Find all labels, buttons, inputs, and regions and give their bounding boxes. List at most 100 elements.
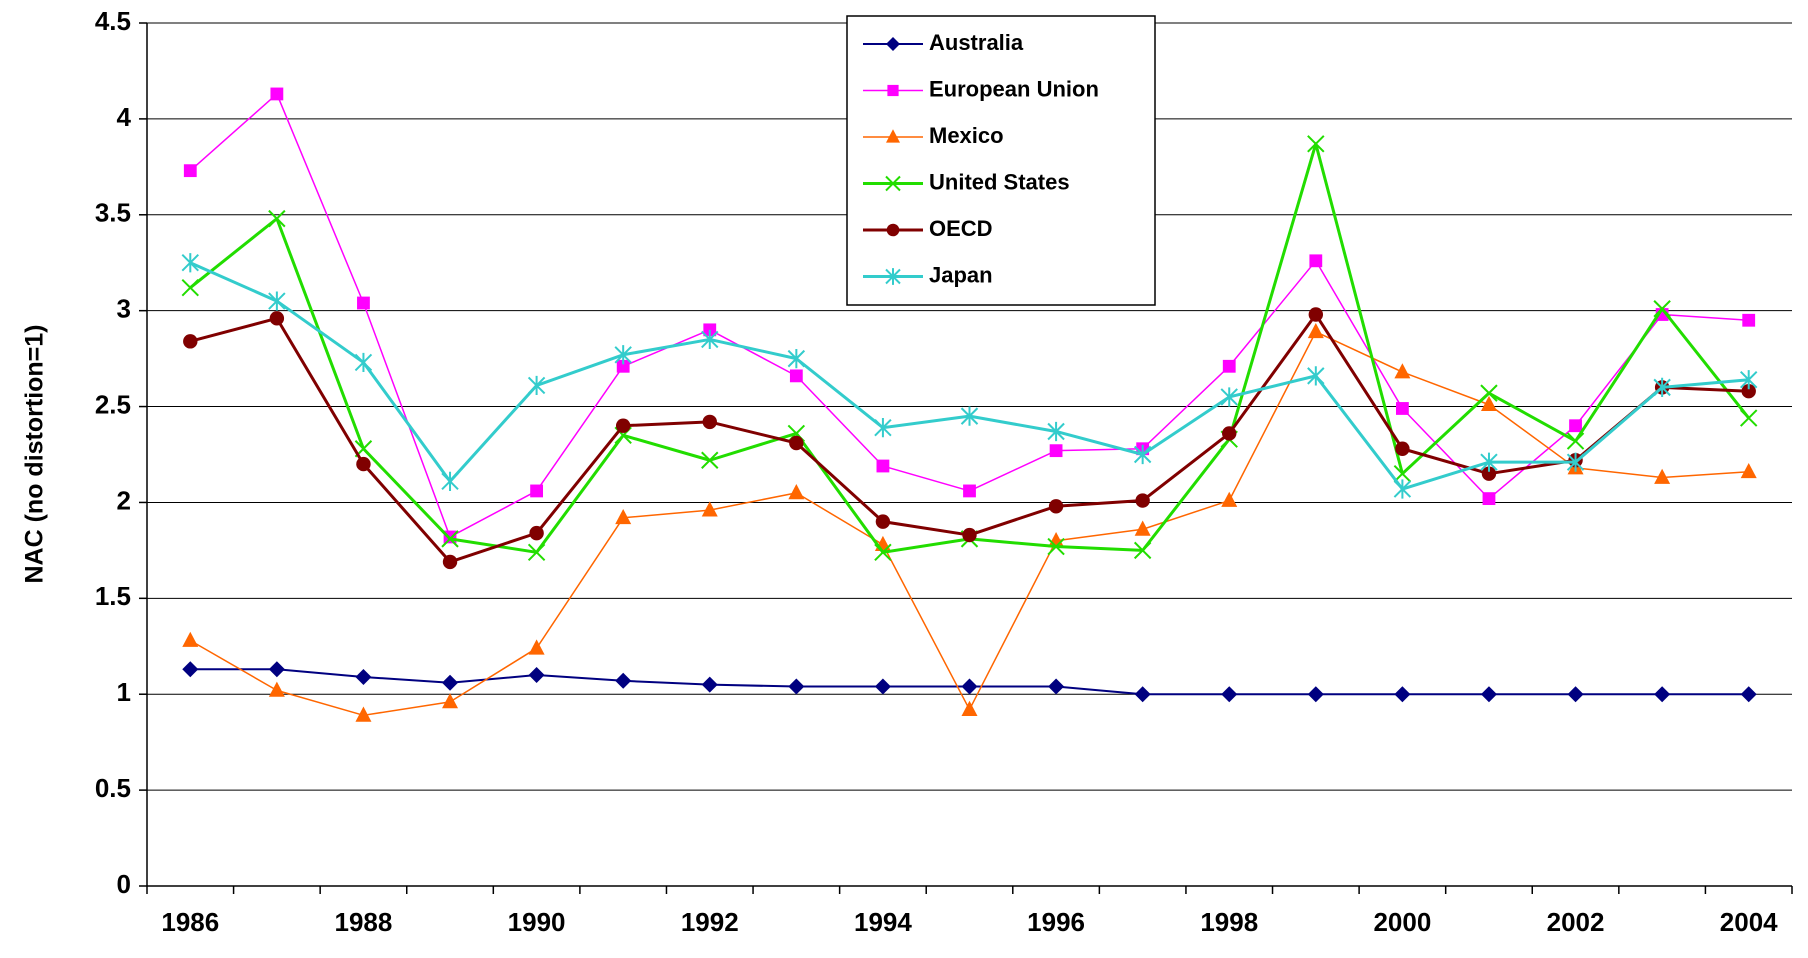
legend-marker (886, 37, 900, 51)
x-tick-label: 2004 (1720, 907, 1778, 937)
data-point (182, 661, 199, 678)
y-tick-label: 4 (117, 102, 132, 132)
data-point (268, 681, 285, 697)
data-point (1393, 479, 1412, 499)
data-point (1134, 686, 1151, 703)
data-point (1566, 432, 1585, 450)
data-point (876, 459, 890, 473)
data-point (789, 369, 803, 383)
data-point (442, 674, 459, 691)
data-point (269, 311, 285, 326)
legend-label: Australia (929, 30, 1024, 55)
y-tick-label: 0.5 (95, 773, 131, 803)
legend-label: OECD (929, 216, 993, 241)
data-point (1133, 541, 1152, 560)
data-point (527, 543, 546, 562)
y-tick-label: 0 (117, 869, 131, 899)
data-point (1740, 462, 1757, 479)
x-tick-label: 1996 (1027, 907, 1085, 937)
data-point (1308, 307, 1324, 322)
data-point (788, 678, 805, 695)
legend-label: United States (929, 169, 1070, 194)
data-point (270, 87, 284, 101)
data-point (1221, 491, 1238, 507)
data-point (268, 661, 285, 678)
data-point (701, 676, 718, 693)
data-point (355, 668, 372, 685)
data-point (1393, 464, 1412, 483)
data-point (181, 278, 199, 297)
data-point (1307, 686, 1324, 703)
x-tick-label: 1988 (335, 907, 393, 937)
data-point (1653, 300, 1671, 318)
data-point (1048, 499, 1064, 514)
x-tick-label: 1986 (161, 907, 219, 937)
data-point (961, 678, 978, 695)
data-point (1480, 686, 1497, 703)
data-point (787, 349, 806, 369)
series-line (189, 313, 1749, 564)
data-point (355, 706, 372, 722)
data-point (1394, 363, 1411, 379)
y-tick-label: 3 (117, 294, 131, 324)
data-point (1740, 686, 1757, 703)
x-tick-label: 2000 (1373, 907, 1431, 937)
data-point (1567, 686, 1584, 703)
data-point (1135, 493, 1150, 508)
data-point (1482, 492, 1496, 506)
data-point (962, 527, 977, 543)
data-point (268, 209, 286, 228)
data-point (874, 543, 892, 562)
data-point (1133, 444, 1152, 465)
data-point (1741, 384, 1756, 399)
data-point (1307, 135, 1325, 153)
data-point (354, 352, 373, 373)
y-tick-label: 1 (117, 677, 131, 707)
x-tick-label: 1992 (681, 907, 739, 937)
legend-marker (887, 84, 899, 97)
data-point (183, 164, 197, 178)
data-point (1047, 421, 1065, 442)
data-point (614, 345, 632, 365)
y-tick-label: 3.5 (95, 198, 131, 228)
data-point (528, 667, 545, 684)
data-point (1394, 686, 1411, 703)
data-point (1307, 366, 1325, 386)
data-point (1307, 322, 1324, 339)
data-point (441, 530, 459, 548)
data-point (528, 639, 545, 655)
x-tick-label: 1998 (1200, 907, 1258, 937)
legend-box (846, 15, 1156, 306)
data-point (615, 508, 632, 525)
data-point (615, 418, 631, 433)
data-point (701, 501, 718, 517)
legend-marker (886, 129, 900, 143)
legend-label: Mexico (929, 123, 1004, 148)
data-point (1480, 384, 1498, 402)
legend-label: European Union (929, 76, 1099, 101)
data-point (530, 484, 544, 498)
data-point (1047, 537, 1065, 556)
data-point (529, 525, 544, 541)
data-point (1309, 254, 1323, 268)
data-point (268, 291, 286, 311)
data-point (1742, 313, 1756, 327)
legend-marker (885, 268, 901, 285)
data-point (788, 484, 805, 500)
x-tick-label: 1994 (854, 907, 912, 937)
data-point (874, 418, 892, 438)
legend-label: Japan (929, 262, 993, 287)
data-point (182, 631, 199, 647)
data-point (1220, 387, 1238, 407)
data-point (615, 672, 632, 689)
y-tick-label: 4.5 (95, 6, 131, 36)
data-point (356, 456, 371, 472)
data-point (1395, 441, 1410, 456)
data-point (183, 334, 198, 349)
data-point (616, 359, 630, 373)
data-point (1395, 402, 1409, 415)
data-point (1740, 370, 1758, 390)
data-point (789, 435, 804, 451)
data-point (875, 514, 891, 529)
